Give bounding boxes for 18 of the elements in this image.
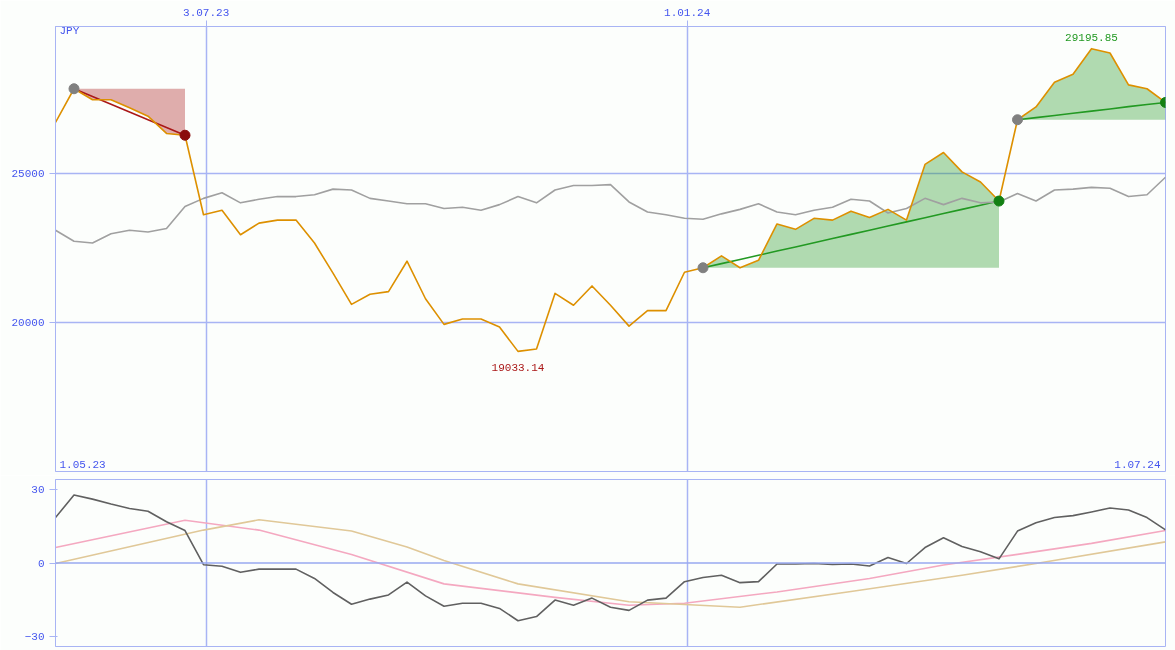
point: [179, 129, 191, 141]
point: [68, 83, 80, 95]
annotation: 1.05.23: [59, 458, 106, 471]
x-tick-label: 1.01.24: [664, 6, 711, 19]
annotation: 29195.85: [1065, 31, 1118, 44]
y-tick-label: 25000: [11, 168, 45, 181]
y-tick-label: −30: [24, 631, 45, 644]
y-tick-label: 30: [31, 483, 45, 496]
line-series: [55, 494, 1166, 622]
y-tick-label: 0: [37, 557, 45, 570]
line-series: [55, 176, 1166, 244]
annotation: 19033.14: [491, 362, 545, 375]
annotation: 1.07.24: [1114, 458, 1161, 471]
point: [1012, 114, 1023, 126]
point: [697, 262, 709, 274]
x-tick-label: 3.07.23: [183, 6, 230, 19]
y-axis-title: JPY: [59, 24, 80, 37]
y-tick-label: 20000: [11, 317, 45, 330]
